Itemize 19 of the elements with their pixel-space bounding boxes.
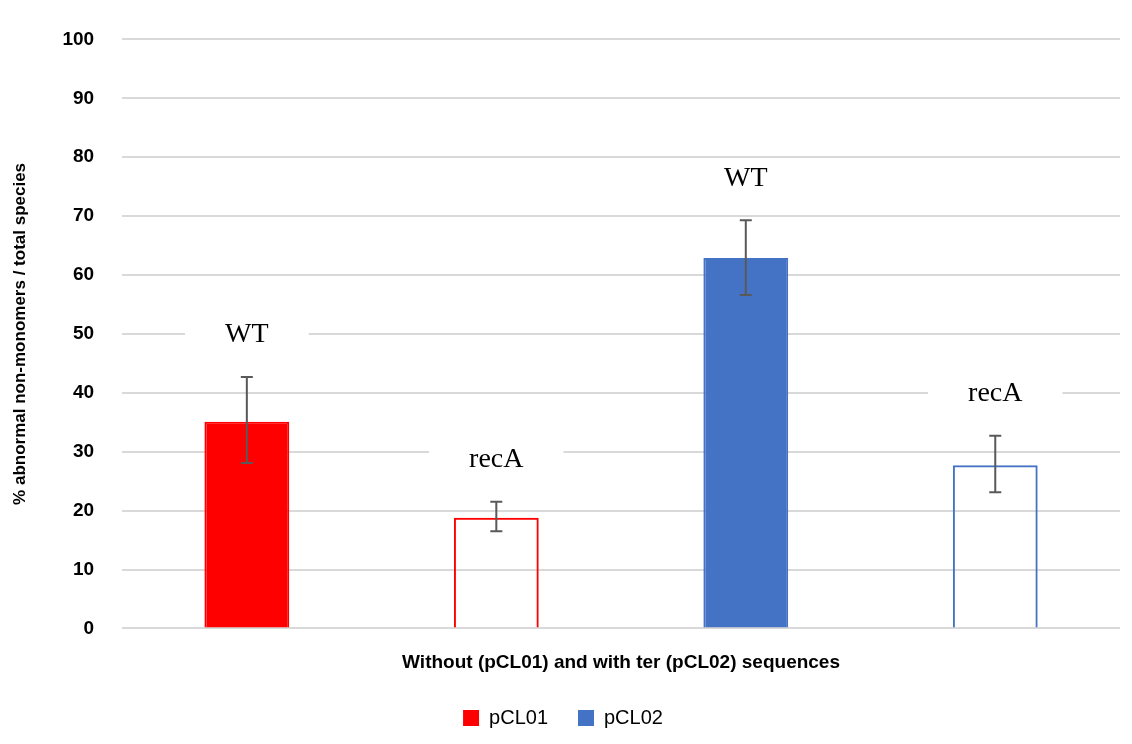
y-tick-label: 80 <box>72 145 95 167</box>
legend-label: pCL02 <box>604 705 663 728</box>
annotation: recA <box>469 442 525 474</box>
y-tick-label: 20 <box>72 498 95 520</box>
y-tick-label: 90 <box>72 86 95 108</box>
annotation: WT <box>724 160 768 192</box>
y-tick-label: 60 <box>72 263 95 285</box>
annotation: recA <box>968 376 1024 408</box>
y-tick-label: 70 <box>72 204 95 226</box>
y-tick-label: 10 <box>72 557 95 579</box>
annotation: WT <box>225 317 269 349</box>
y-axis-title: % abnormal non-monomers / total species <box>9 162 29 505</box>
y-tick-label: 0 <box>83 616 95 638</box>
y-tick-label: 30 <box>72 439 95 461</box>
legend-label: pCL01 <box>489 705 548 728</box>
x-axis-title: Without (pCL01) and with ter (pCL02) sequences <box>402 650 841 672</box>
y-tick-label: 50 <box>72 322 95 344</box>
y-tick-label: 40 <box>72 381 95 403</box>
y-tick-label: 100 <box>62 27 95 49</box>
